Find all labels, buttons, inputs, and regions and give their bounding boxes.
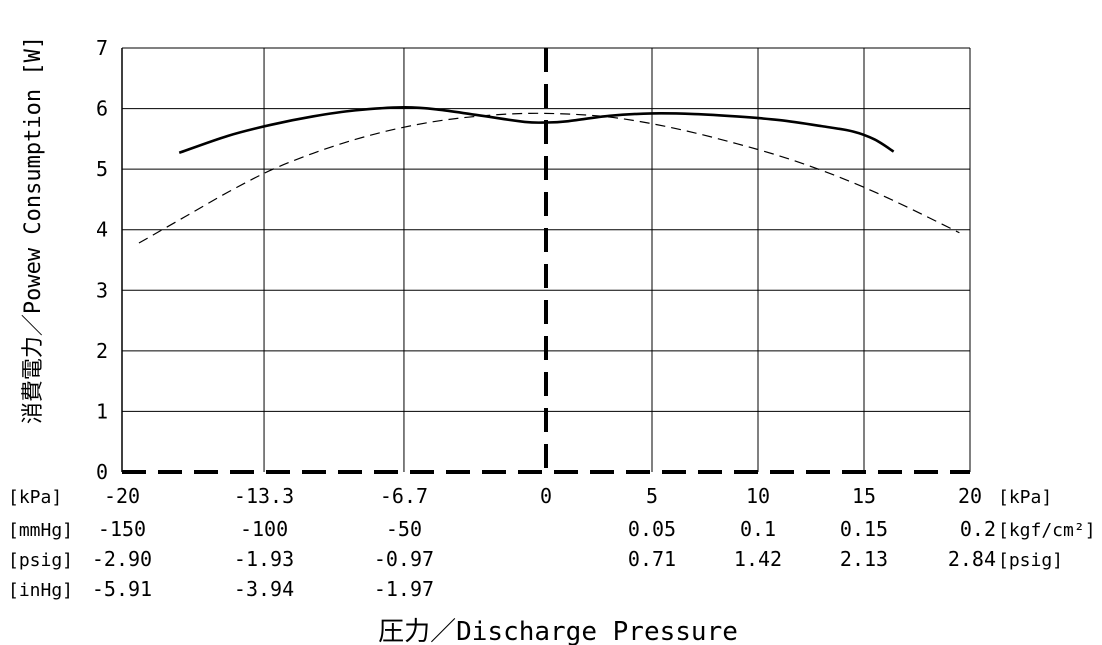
y-tick-labels: 0 1 2 3 4 5 6 7 (96, 36, 108, 484)
x-tick-label: 0 (540, 484, 552, 508)
x-tick-label: 20 (958, 484, 982, 508)
x-tick-label: 0.1 (740, 517, 776, 541)
x-tick-label: -2.90 (92, 547, 152, 571)
x-tick-label: 2.13 (840, 547, 888, 571)
x-scale-unit-right: [kPa] (998, 487, 1052, 508)
x-tick-label: 10 (746, 484, 770, 508)
x-tick-label: 0.15 (840, 517, 888, 541)
x-scale-unit-left: [psig] (8, 550, 73, 571)
series-line-dashed (138, 112, 960, 244)
x-tick-label: -100 (240, 517, 288, 541)
x-tick-label: -150 (98, 517, 146, 541)
x-tick-label: 2.84 (948, 547, 996, 571)
y-tick-label: 3 (96, 278, 108, 302)
x-tick-label: 0.2 (960, 517, 996, 541)
y-tick-label: 0 (96, 460, 108, 484)
x-tick-label: -0.97 (374, 547, 434, 571)
x-tick-label: -13.3 (234, 484, 294, 508)
x-tick-label: -6.7 (380, 484, 428, 508)
x-tick-label: 5 (646, 484, 658, 508)
x-tick-label: 0.05 (628, 517, 676, 541)
x-tick-label: -1.93 (234, 547, 294, 571)
x-tick-label: -20 (104, 484, 140, 508)
x-tick-label: -3.94 (234, 577, 294, 601)
x-scale-unit-right: [kgf/cm²] (998, 520, 1096, 541)
series-layer (138, 106, 960, 244)
x-tick-label: 15 (852, 484, 876, 508)
x-scale-unit-right: [psig] (998, 550, 1063, 571)
x-tick-label: -50 (386, 517, 422, 541)
x-tick-label: 0.71 (628, 547, 676, 571)
y-tick-label: 2 (96, 339, 108, 363)
x-tick-label: 1.42 (734, 547, 782, 571)
y-tick-label: 4 (96, 218, 108, 242)
y-tick-label: 1 (96, 399, 108, 423)
x-axis-label: 圧力／Discharge Pressure (378, 617, 738, 645)
y-axis-label: 消費電力／Powew Consumption [W] (21, 36, 46, 424)
x-scale-rows: [kPa] -20 -13.3 -6.7 0 5 10 15 20 [kPa] [mmHg] -150… (8, 484, 1096, 601)
x-scale-unit-left: [inHg] (8, 580, 73, 601)
x-tick-label: -5.91 (92, 577, 152, 601)
y-tick-label: 7 (96, 36, 108, 60)
y-tick-label: 5 (96, 157, 108, 181)
x-tick-label: -1.97 (374, 577, 434, 601)
x-scale-unit-left: [kPa] (8, 487, 62, 508)
axes (121, 48, 970, 474)
x-scale-unit-left: [mmHg] (8, 520, 73, 541)
series-line-solid (178, 106, 895, 155)
y-tick-label: 6 (96, 97, 108, 121)
